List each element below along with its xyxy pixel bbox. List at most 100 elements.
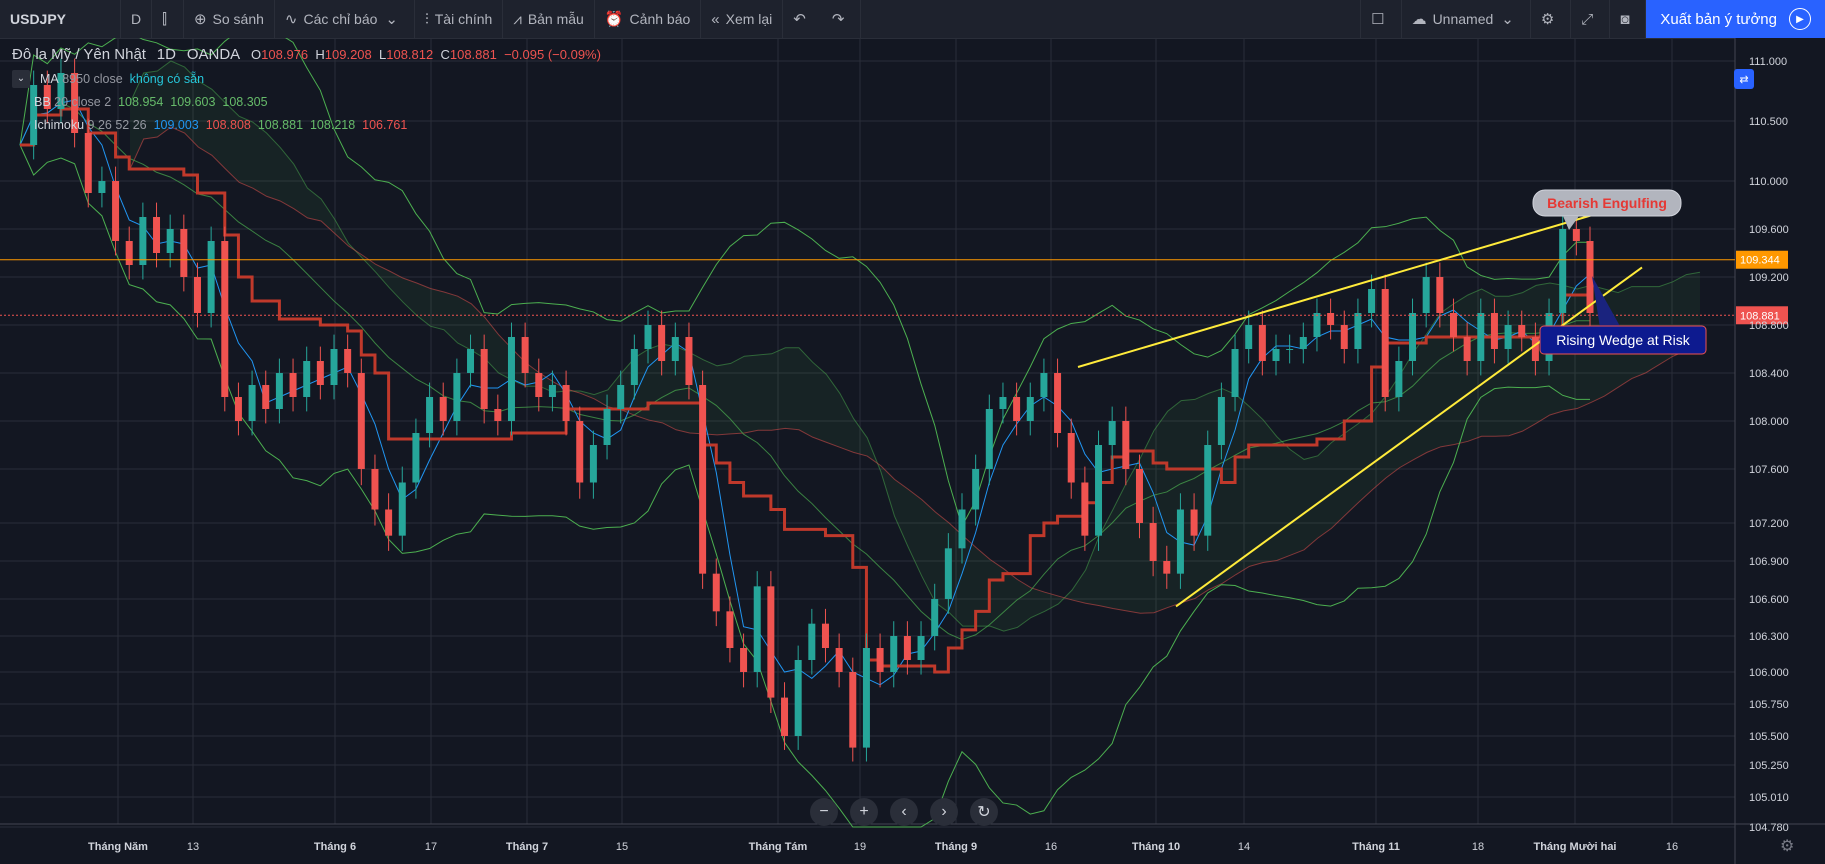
zoom-in-button[interactable]: + [850, 798, 878, 826]
candle-body [153, 217, 161, 253]
low-label: L [379, 47, 387, 62]
candle-body [1463, 337, 1471, 361]
candle-body [221, 241, 229, 397]
publish-button[interactable]: Xuất bản ý tưởng ▶ [1646, 0, 1825, 38]
ohlc-row: Đô la Mỹ / Yên Nhật 1D OANDA O108.976 H1… [12, 46, 601, 63]
reset-chart-button[interactable]: ↻ [970, 798, 998, 826]
templates-button[interactable]: ⩘ Bản mẫu [503, 0, 595, 38]
square-icon: ☐ [1371, 11, 1385, 28]
wedge-risk-box [1539, 325, 1707, 355]
candle-body [1340, 325, 1348, 349]
x-tick-label: Tháng 11 [1352, 841, 1400, 853]
candle-body [1381, 289, 1389, 397]
candle-body [1490, 313, 1498, 349]
interval-label: D [131, 11, 142, 27]
expand-button[interactable]: ⤢ [1571, 0, 1611, 38]
play-icon: ▶ [1789, 8, 1811, 30]
layout-menu[interactable]: ☁ Unnamed ⌄ [1402, 0, 1531, 38]
scroll-left-button[interactable]: ‹ [890, 798, 918, 826]
candle-body [1108, 421, 1116, 445]
templates-icon: ⩘ [513, 10, 522, 28]
candle-body [740, 648, 748, 672]
x-tick-label: Tháng 10 [1132, 841, 1180, 853]
plus-circle-icon: ⊕ [193, 11, 207, 28]
candle-body [412, 433, 420, 483]
replay-label: Xem lại [725, 11, 773, 27]
candle-body [1258, 325, 1266, 361]
candle-body [1327, 313, 1335, 325]
symbol-label: USDJPY [10, 11, 67, 27]
candle-body [726, 611, 734, 648]
candle-body [535, 373, 543, 397]
bearish-engulfing-label: Bearish Engulfing [1547, 195, 1667, 211]
alert-label: Cảnh báo [629, 11, 691, 27]
chart-settings-icon[interactable]: ⚙ [1780, 838, 1795, 855]
y-tick-label: 105.010 [1749, 792, 1789, 804]
publish-label: Xuất bản ý tưởng [1660, 10, 1777, 28]
candle-body [1163, 561, 1171, 574]
span-a-value: 108.218 [309, 117, 356, 132]
candle-body [1081, 482, 1089, 536]
bb-upper-value: 109.603 [170, 94, 216, 109]
snapshot-button[interactable]: ◙ [1610, 0, 1647, 38]
chevron-down-icon: ⌄ [1501, 11, 1514, 28]
scroll-right-button[interactable]: › [930, 798, 958, 826]
kijun-line [20, 107, 1590, 674]
candle-body [1368, 289, 1376, 313]
y-tick-label: 110.000 [1749, 176, 1788, 188]
alert-button[interactable]: ⏰ Cảnh báo [595, 0, 702, 38]
redo-button[interactable]: ↷ [822, 0, 862, 38]
candle-body [1190, 509, 1198, 536]
tenkan-value: 109.003 [153, 117, 199, 132]
span-b-value: 106.761 [362, 117, 408, 132]
bearish-engulfing-pointer [1563, 216, 1579, 230]
symbol-search[interactable]: USDJPY [0, 0, 121, 38]
zoom-out-button[interactable]: − [810, 798, 838, 826]
x-tick-label: 14 [1238, 841, 1250, 853]
candle-body [630, 349, 638, 385]
ma-legend-row[interactable]: ⌄ MA 8950 close không có sẵn [12, 67, 601, 90]
candle-body [1013, 397, 1021, 421]
candle-body [1040, 373, 1048, 397]
candle-body [562, 385, 570, 421]
compare-button[interactable]: ⊕ So sánh [184, 0, 275, 38]
price-chart[interactable]: 109.344 108.881 Bearish Engulfing Rising We… [0, 38, 1825, 864]
compare-label: So sánh [212, 11, 264, 27]
undo-button[interactable]: ↶ [783, 0, 822, 38]
ichimoku-legend-row[interactable]: Ichimoku 9 26 52 26 109.003 108.808 108.… [12, 113, 601, 136]
span-a-line [129, 60, 1701, 632]
scale-mode-icon[interactable]: ⇄ [1734, 69, 1754, 89]
x-tick-label: 19 [854, 841, 866, 853]
candle-body [903, 636, 911, 660]
chart-legend: Đô la Mỹ / Yên Nhật 1D OANDA O108.976 H1… [12, 46, 601, 136]
ma-value: không có sẵn [129, 71, 205, 86]
collapse-legend-button[interactable]: ⌄ [12, 69, 30, 88]
y-tick-label: 109.600 [1749, 224, 1789, 236]
indicators-button[interactable]: ∿ Các chỉ báo ⌄ [275, 0, 415, 38]
candle-body [781, 697, 789, 736]
chikou-value: 108.881 [257, 117, 304, 132]
candle-body [371, 469, 379, 510]
instrument-name: Đô la Mỹ / Yên Nhật [12, 46, 146, 63]
settings-button[interactable]: ⚙ [1531, 0, 1572, 38]
interval-button[interactable]: D [121, 0, 153, 38]
last-price-label: 108.881 [1740, 310, 1780, 322]
x-tick-label: 17 [425, 841, 437, 853]
high-label: H [315, 47, 325, 62]
financials-button[interactable]: ⫶ Tài chính [415, 0, 504, 38]
candle-body [862, 648, 870, 748]
x-tick-label: Tháng Tám [749, 841, 808, 853]
replay-button[interactable]: « Xem lại [701, 0, 784, 38]
candle-body [1531, 337, 1539, 361]
candle-body [1313, 313, 1321, 337]
x-tick-label: Tháng 6 [314, 841, 356, 853]
y-tick-label: 111.000 [1749, 56, 1787, 68]
chart-type-button[interactable]: ⫿ [152, 0, 184, 38]
candle-body [521, 337, 529, 373]
bb-legend-row[interactable]: BB 20 close 2 108.954 109.603 108.305 [12, 90, 601, 113]
fullscreen-toggle[interactable]: ☐ [1360, 0, 1402, 38]
bb-lower-value: 108.305 [222, 94, 268, 109]
candle-body [835, 648, 843, 672]
candle-body [344, 349, 352, 373]
candle-body [699, 385, 707, 574]
